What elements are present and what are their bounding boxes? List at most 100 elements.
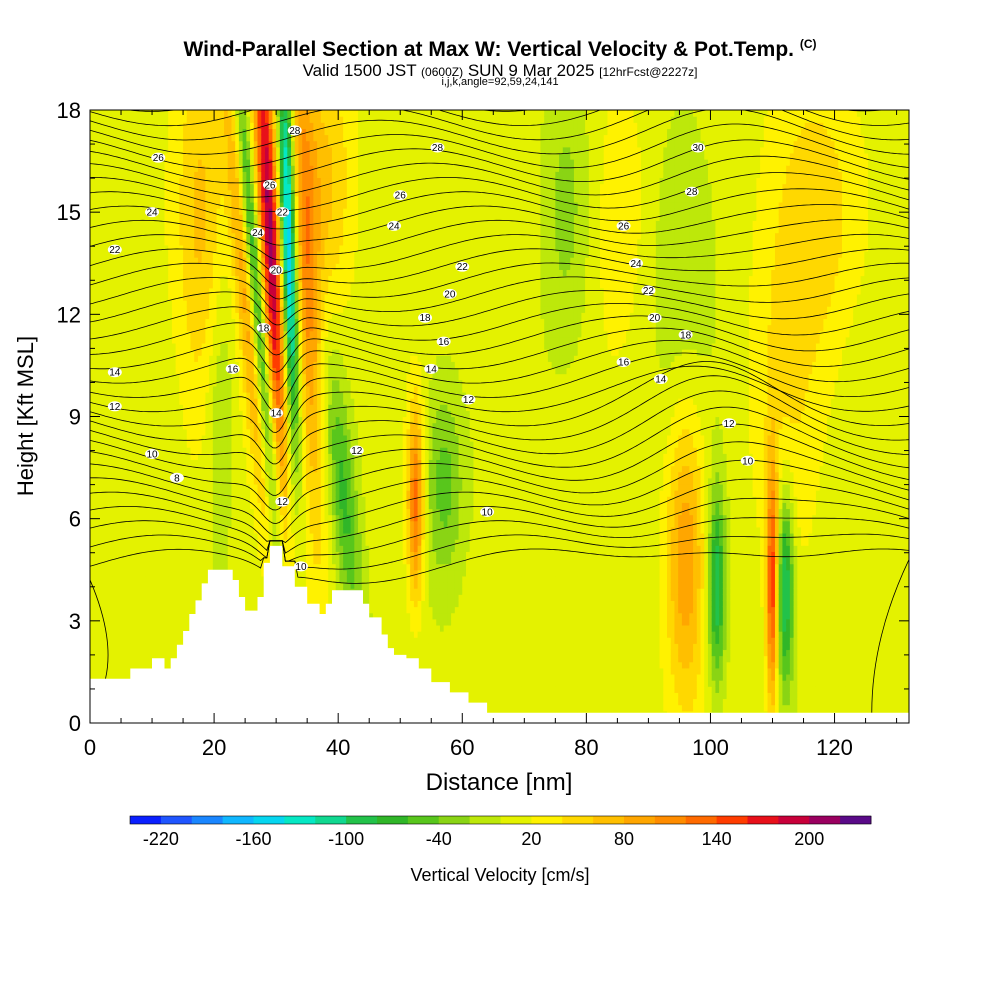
colorbar-label: Vertical Velocity [cm/s] [410, 865, 589, 885]
colorbar-swatch [315, 816, 347, 824]
isentrope-line [90, 390, 909, 481]
isentrope-label: 10 [295, 562, 307, 573]
isentrope-line [90, 533, 909, 570]
isentrope-label: 12 [463, 395, 475, 406]
y-tick-label: 18 [57, 98, 81, 123]
colorbar-swatch [377, 816, 409, 824]
isentrope-line [90, 315, 909, 356]
isentrope-label-bg [169, 472, 184, 483]
isentrope-line [90, 579, 109, 679]
isentrope-label: 12 [109, 402, 121, 413]
isentrope-label-bg [269, 265, 284, 276]
colorbar-swatch [160, 816, 193, 824]
copyright-mark: (C) [800, 37, 817, 51]
isentrope-label-bg [684, 186, 699, 197]
isentrope-line [90, 365, 909, 433]
colorbar-swatch [778, 816, 810, 824]
isentrope-label-bg [293, 561, 308, 572]
colorbar-tick-label: 200 [794, 829, 824, 849]
colorbar-swatch [840, 816, 872, 824]
isentrope-label: 20 [649, 313, 661, 324]
isentrope-label: 24 [630, 259, 642, 270]
colorbar-swatch [346, 816, 378, 824]
isentrope-label: 22 [277, 208, 289, 219]
y-tick-label: 12 [57, 302, 81, 327]
colorbar-swatch [593, 816, 625, 824]
y-axis-label: Height [Kft MSL] [13, 336, 38, 496]
isentrope-label-bg [393, 190, 408, 201]
isentrope-label: 20 [271, 266, 283, 277]
isentrope-line [90, 110, 909, 141]
isentrope-label: 26 [153, 153, 165, 164]
isentrope-line [90, 248, 909, 287]
isentrope-line [90, 375, 909, 465]
isentrope-line [90, 276, 909, 313]
isentrope-line [90, 423, 909, 511]
isentrope-line [90, 327, 909, 373]
isentrope-label-bg [262, 179, 277, 190]
isentrope-line [90, 361, 909, 449]
isentrope-label: 24 [146, 208, 158, 219]
isentrope-label-bg [430, 142, 445, 153]
x-tick-label: 80 [574, 735, 598, 760]
isentrope-label: 22 [457, 262, 469, 273]
y-tick-label: 15 [57, 200, 81, 225]
colorbar-frame [129, 815, 872, 825]
isentrope-line [90, 459, 909, 537]
isentrope-label: 24 [252, 228, 264, 239]
isentrope-label: 14 [426, 364, 438, 375]
isentrope-label: 22 [643, 286, 655, 297]
isentrope-label-bg [641, 285, 656, 296]
isentrope-line [125, 110, 886, 112]
isentrope-label: 10 [146, 449, 158, 460]
colorbar-tick-label: -100 [328, 829, 364, 849]
x-tick-label: 0 [84, 735, 96, 760]
isentrope-label-bg [256, 322, 271, 333]
isentrope-label: 30 [692, 143, 704, 154]
isentrope-label: 16 [618, 358, 630, 369]
isentrope-line [90, 352, 909, 412]
chart-subtitle: Valid 1500 JST (0600Z) SUN 9 Mar 2025 [1… [0, 61, 1000, 81]
colorbar-swatch [654, 816, 687, 824]
colorbar-swatch [809, 816, 841, 824]
chart-title: Wind-Parallel Section at Max W: Vertical… [0, 37, 1000, 62]
isentrope-line [90, 219, 909, 261]
isentrope-label: 12 [277, 497, 289, 508]
isentrope-line [90, 303, 909, 341]
isentrope-label: 28 [432, 143, 444, 154]
isentrope-line [90, 123, 909, 169]
isentrope-labels: 8 10 10 10 10 12 12 12 12 12 14 14 14 14 16 16 16 18 18 18 2… [107, 125, 755, 573]
y-tick-label: 0 [69, 711, 81, 736]
potential-temperature-isentropes [90, 110, 909, 713]
colorbar-tick-label: -40 [426, 829, 452, 849]
isentrope-label-bg [418, 312, 433, 323]
colorbar-swatch [284, 816, 316, 824]
isentrope-label-bg [691, 142, 706, 153]
isentrope-label: 16 [227, 364, 239, 375]
isentrope-label-bg [250, 227, 265, 238]
colorbar-swatch [562, 816, 594, 824]
colorbar: -220 -160 -100 -40 20 80 140 200 [129, 815, 872, 849]
isentrope-label: 20 [444, 289, 456, 300]
colorbar-swatch [531, 816, 563, 824]
axes: 0 20 40 60 80 100 120 0 3 6 9 12 15 18 [57, 98, 909, 760]
isentrope-label: 16 [438, 337, 450, 348]
isentrope-line [90, 110, 909, 127]
isentrope-label: 22 [109, 245, 121, 256]
isentrope-label-bg [629, 258, 643, 269]
isentrope-label-bg [455, 261, 470, 272]
isentrope-label-bg [461, 394, 476, 405]
colorbar-swatch [747, 816, 779, 824]
colorbar-swatch [222, 816, 254, 824]
isentrope-label-bg [424, 363, 439, 374]
isentrope-label-bg [647, 312, 662, 323]
y-tick-label: 9 [69, 405, 81, 430]
isentrope-label: 28 [686, 187, 698, 198]
terrain-mask [90, 545, 909, 723]
isentrope-label-bg [107, 401, 122, 412]
isentrope-label: 18 [258, 323, 270, 334]
isentrope-label-bg [349, 445, 364, 456]
isentrope-label-bg [480, 506, 495, 517]
isentrope-line [90, 204, 909, 246]
